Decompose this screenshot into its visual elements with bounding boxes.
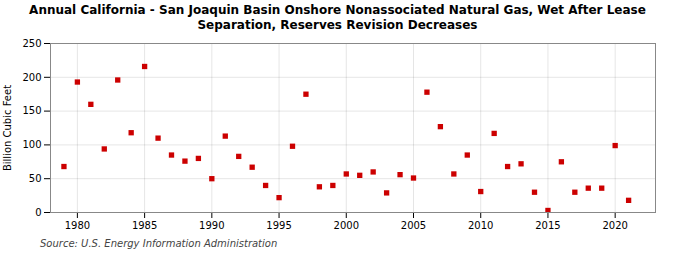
svg-text:100: 100: [22, 139, 41, 150]
svg-text:1990: 1990: [199, 220, 224, 231]
svg-text:0: 0: [35, 207, 41, 218]
svg-text:2015: 2015: [535, 220, 560, 231]
svg-text:2010: 2010: [468, 220, 493, 231]
svg-text:2000: 2000: [334, 220, 359, 231]
svg-text:2005: 2005: [401, 220, 426, 231]
svg-text:250: 250: [22, 38, 41, 49]
svg-text:2020: 2020: [602, 220, 627, 231]
svg-text:1995: 1995: [266, 220, 291, 231]
svg-text:1985: 1985: [132, 220, 157, 231]
svg-text:50: 50: [29, 173, 42, 184]
html-text:Annual California - San Joaqui: Annual California - San Joaquin Basin On…: [29, 3, 646, 32]
html-text:Source: U.S. Energy Informatio: Source: U.S. Energy Information Administ…: [40, 238, 278, 249]
svg-text:150: 150: [22, 105, 41, 116]
svg-text:Billion Cubic Feet: Billion Cubic Feet: [2, 85, 13, 171]
svg-text:200: 200: [22, 72, 41, 83]
svg-text:1980: 1980: [65, 220, 90, 231]
